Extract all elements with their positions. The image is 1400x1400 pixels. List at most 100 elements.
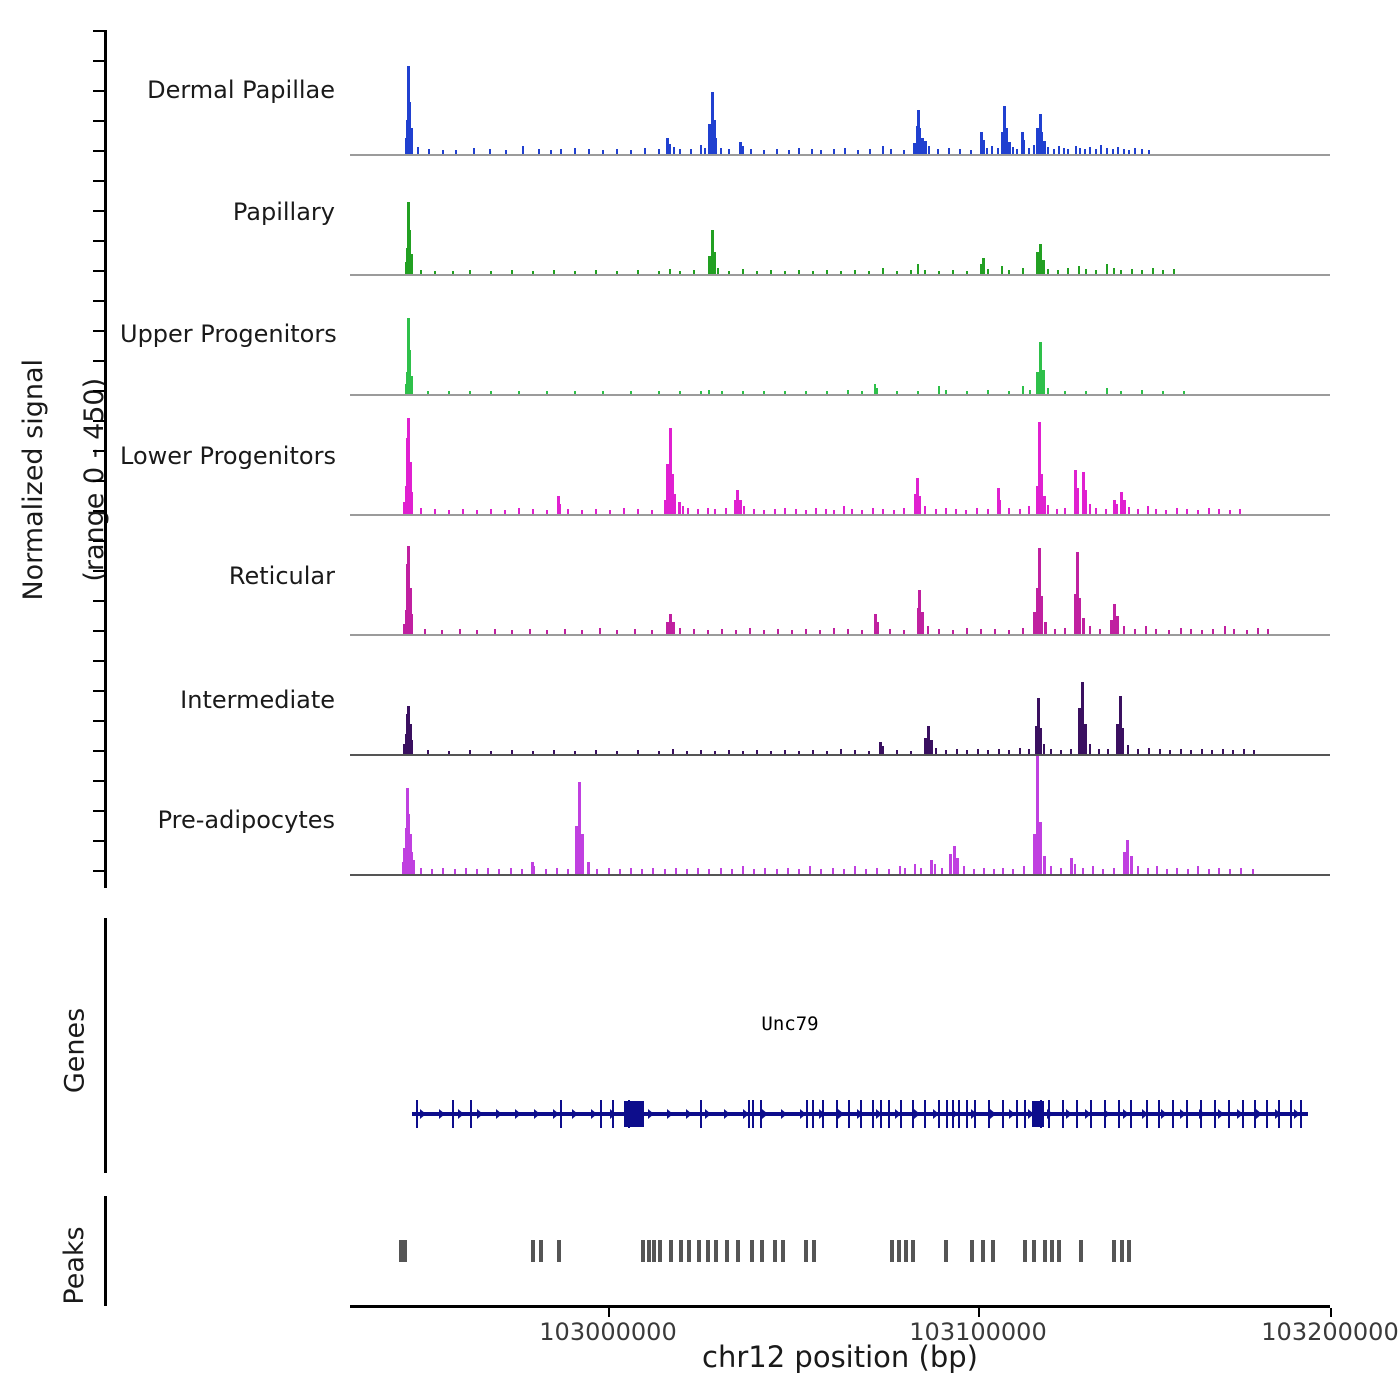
gene-exon <box>1300 1100 1302 1128</box>
strand-arrow-icon <box>534 1109 540 1119</box>
y-axis-tick <box>93 30 104 32</box>
y-axis-tick <box>93 360 104 362</box>
strand-arrow-icon <box>952 1109 958 1119</box>
track-baseline <box>350 274 1330 276</box>
gene-exon <box>974 1100 976 1128</box>
gene-exon <box>470 1100 472 1128</box>
x-axis-tick <box>978 1308 980 1317</box>
gene-exon <box>848 1100 850 1128</box>
y-axis-tick <box>93 210 104 212</box>
gene-exon <box>1228 1100 1230 1128</box>
gene-name-label: Unc79 <box>761 1013 819 1035</box>
gene-exon <box>952 1100 954 1128</box>
gene-exon <box>912 1100 914 1128</box>
peak-mark <box>403 1240 408 1262</box>
signal-area <box>350 26 1330 154</box>
gene-exon <box>1118 1100 1120 1128</box>
gene-exon <box>1278 1100 1280 1128</box>
y-axis-tick <box>93 180 104 182</box>
strand-arrow-icon <box>515 1109 521 1119</box>
strand-arrow-icon <box>1256 1109 1262 1119</box>
gene-exon <box>958 1100 960 1128</box>
y-axis-tick <box>93 720 104 722</box>
gene-exon-block <box>624 1101 644 1127</box>
gene-exon <box>946 1100 948 1128</box>
gene-exon <box>416 1100 418 1128</box>
y-axis-tick <box>93 450 104 452</box>
peak-mark <box>943 1240 948 1262</box>
peak-mark <box>981 1240 986 1262</box>
strand-arrow-icon <box>572 1109 578 1119</box>
peak-mark <box>970 1240 975 1262</box>
gene-exon <box>966 1100 968 1128</box>
gene-exon <box>752 1100 754 1128</box>
gene-exon <box>612 1100 614 1128</box>
y-axis-tick <box>93 390 104 392</box>
gene-exon <box>1172 1100 1174 1128</box>
peak-mark <box>725 1240 730 1262</box>
strand-arrow-icon <box>1028 1109 1034 1119</box>
signal-track <box>350 268 1330 396</box>
gene-exon <box>806 1100 808 1128</box>
peak-mark <box>736 1240 741 1262</box>
y-axis-tick <box>93 840 104 842</box>
peak-mark <box>1043 1240 1047 1262</box>
y-axis-label-line1: Normalized signal <box>17 358 49 601</box>
gene-exon <box>1186 1100 1188 1128</box>
peak-mark <box>557 1240 562 1262</box>
strand-arrow-icon <box>496 1109 502 1119</box>
gene-exon <box>1158 1100 1160 1128</box>
peak-mark <box>539 1240 543 1262</box>
signal-area <box>350 146 1330 274</box>
strand-arrow-icon <box>1161 1109 1167 1119</box>
strand-arrow-icon <box>439 1109 445 1119</box>
genes-axis-label: Genes <box>59 1007 91 1094</box>
gene-exon <box>924 1100 926 1128</box>
gene-exon <box>700 1100 702 1128</box>
gene-exon <box>760 1100 762 1128</box>
strand-arrow-icon <box>1009 1109 1015 1119</box>
peak-mark <box>641 1240 646 1262</box>
track-baseline <box>350 754 1330 756</box>
strand-arrow-icon <box>705 1109 711 1119</box>
strand-arrow-icon <box>914 1109 920 1119</box>
signal-track <box>350 508 1330 636</box>
gene-exon <box>1048 1100 1050 1128</box>
x-axis-tick <box>608 1308 610 1317</box>
peak-mark <box>772 1240 777 1262</box>
gene-exon <box>1214 1100 1216 1128</box>
track-baseline <box>350 634 1330 636</box>
peak-mark <box>646 1240 651 1262</box>
strand-arrow-icon <box>686 1109 692 1119</box>
gene-exon <box>1002 1100 1004 1128</box>
peak-mark <box>687 1240 692 1262</box>
y-axis-tick <box>93 270 104 272</box>
gene-exon <box>1266 1100 1268 1128</box>
x-axis-tick <box>1330 1308 1332 1317</box>
gene-exon <box>872 1100 874 1128</box>
y-axis-tick <box>93 630 104 632</box>
strand-arrow-icon <box>838 1109 844 1119</box>
peak-mark <box>1057 1240 1061 1262</box>
peak-mark <box>658 1240 662 1262</box>
gene-exon <box>988 1100 990 1128</box>
track-baseline <box>350 394 1330 396</box>
peak-mark <box>760 1240 765 1262</box>
strand-arrow-icon <box>1123 1109 1129 1119</box>
y-axis-tick <box>93 120 104 122</box>
track-label: Reticular <box>228 562 335 590</box>
peak-mark <box>1111 1240 1116 1262</box>
signal-area <box>350 266 1330 394</box>
strand-arrow-icon <box>648 1109 654 1119</box>
y-axis-tick <box>93 810 104 812</box>
strand-arrow-icon <box>458 1109 464 1119</box>
y-axis-tick <box>93 540 104 542</box>
y-axis-tick <box>93 660 104 662</box>
gene-exon <box>1090 1100 1092 1128</box>
gene-exon <box>888 1100 890 1128</box>
strand-arrow-icon <box>667 1109 673 1119</box>
signal-track <box>350 28 1330 156</box>
strand-arrow-icon <box>477 1109 483 1119</box>
gene-exon <box>600 1100 602 1128</box>
